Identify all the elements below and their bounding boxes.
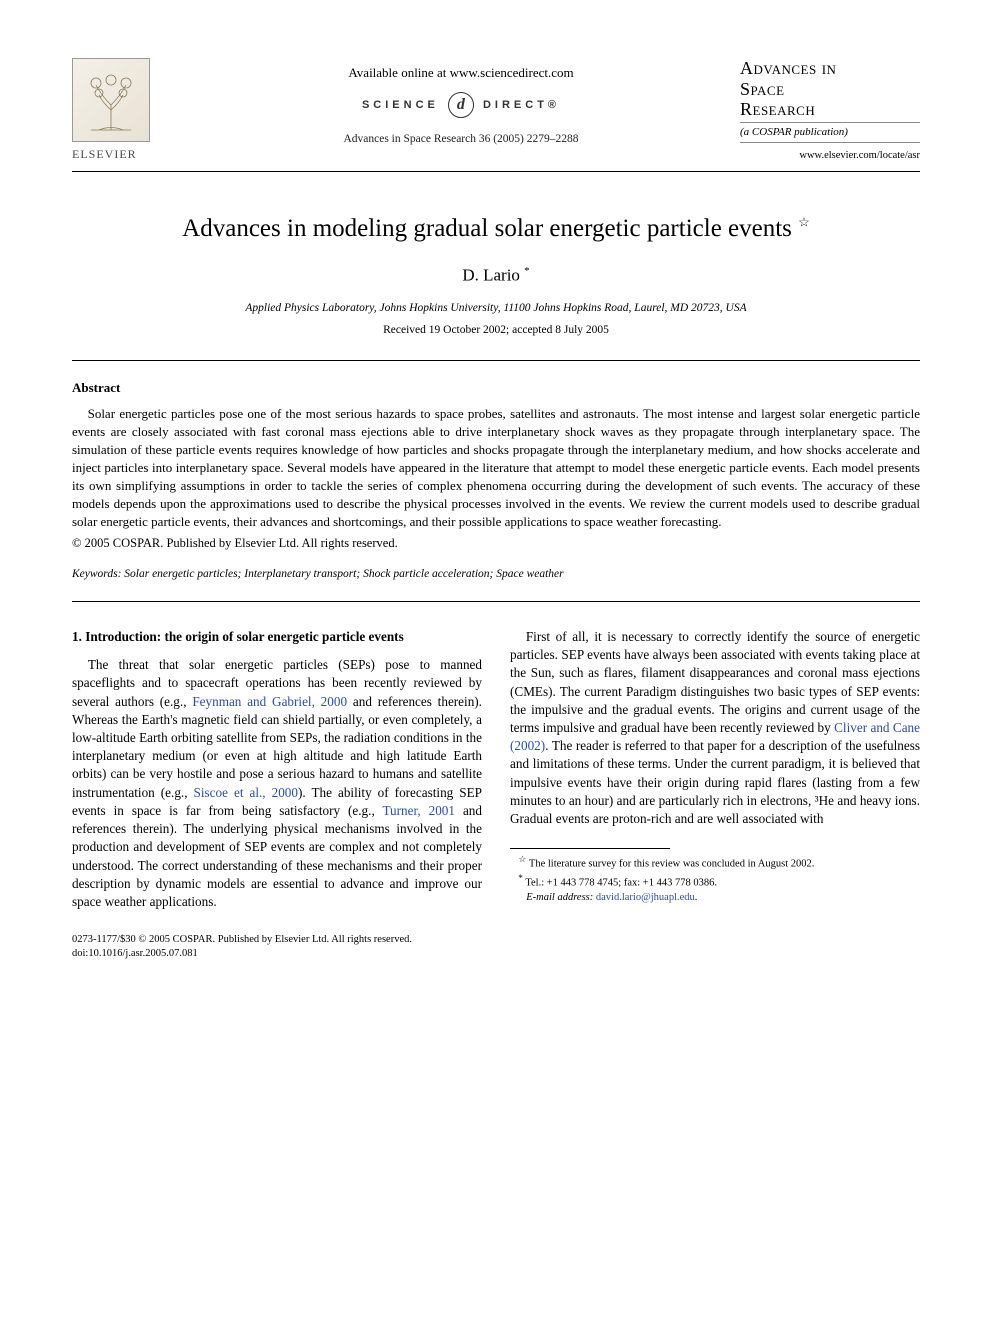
page-footer-meta: 0273-1177/$30 © 2005 COSPAR. Published b… (72, 933, 920, 960)
affiliation: Applied Physics Laboratory, Johns Hopkin… (72, 301, 920, 317)
section-1-para-1: The threat that solar energetic particle… (72, 656, 482, 911)
journal-title-line1: Advances in (740, 58, 836, 78)
mid-rule-1 (72, 360, 920, 361)
footnote-2-text: Tel.: +1 443 778 4745; fax: +1 443 778 0… (523, 878, 717, 889)
journal-title-line3: Research (740, 99, 815, 119)
email-label: E-mail address: (526, 892, 593, 903)
journal-url: www.elsevier.com/locate/asr (740, 149, 920, 163)
article-title: Advances in modeling gradual solar energ… (72, 212, 920, 246)
center-header: Available online at www.sciencedirect.co… (182, 58, 740, 147)
elsevier-tree-icon (72, 58, 150, 142)
journal-title-block: Advances in Space Research (a COSPAR pub… (740, 58, 920, 163)
citation-link[interactable]: Feynman and Gabriel, 2000 (192, 694, 347, 709)
citation-link[interactable]: Siscoe et al., 2000 (194, 785, 298, 800)
citation-link[interactable]: Turner, 2001 (382, 803, 455, 818)
author-name: D. Lario (462, 265, 520, 284)
abstract-paragraph: Solar energetic particles pose one of th… (72, 405, 920, 531)
footnote-1-text: The literature survey for this review wa… (526, 859, 814, 870)
sd-text-right: DIRECT® (483, 98, 560, 110)
journal-subtitle: (a COSPAR publication) (740, 122, 920, 143)
article-title-text: Advances in modeling gradual solar energ… (182, 215, 792, 242)
body-text: . The reader is referred to that paper f… (510, 738, 920, 826)
sd-d-icon: d (448, 92, 474, 118)
journal-title-line2: Space (740, 79, 785, 99)
keywords-line: Keywords: Solar energetic particles; Int… (72, 567, 920, 583)
author-email-link[interactable]: david.lario@jhuapl.edu (596, 892, 695, 903)
footnote-period: . (695, 892, 698, 903)
keywords-label: Keywords: (72, 568, 121, 580)
author-asterisk-icon: * (524, 265, 530, 277)
publisher-block: ELSEVIER (72, 58, 182, 162)
body-text: and references therein). The underlying … (72, 803, 482, 909)
mid-rule-2 (72, 601, 920, 602)
keywords-text: Solar energetic particles; Interplanetar… (121, 568, 563, 580)
journal-title: Advances in Space Research (740, 58, 920, 120)
title-footnote-star-icon: ☆ (798, 215, 810, 230)
footnote-block: ☆ The literature survey for this review … (510, 848, 920, 905)
sd-text-left: SCIENCE (362, 98, 439, 110)
author-line: D. Lario * (72, 264, 920, 288)
page-header: ELSEVIER Available online at www.science… (72, 58, 920, 163)
footer-copyright: 0273-1177/$30 © 2005 COSPAR. Published b… (72, 933, 920, 947)
article-dates: Received 19 October 2002; accepted 8 Jul… (72, 323, 920, 339)
section-1-para-2: First of all, it is necessary to correct… (510, 628, 920, 828)
footer-doi: doi:10.1016/j.asr.2005.07.081 (72, 947, 920, 961)
available-online-text: Available online at www.sciencedirect.co… (182, 64, 740, 82)
footnote-3: E-mail address: david.lario@jhuapl.edu. (510, 891, 920, 905)
top-rule (72, 171, 920, 172)
journal-reference: Advances in Space Research 36 (2005) 227… (182, 132, 740, 148)
sciencedirect-logo: SCIENCE d DIRECT® (182, 92, 740, 118)
abstract-body: Solar energetic particles pose one of th… (72, 405, 920, 531)
body-columns: 1. Introduction: the origin of solar ene… (72, 628, 920, 911)
abstract-heading: Abstract (72, 379, 920, 397)
abstract-copyright: © 2005 COSPAR. Published by Elsevier Ltd… (72, 535, 920, 552)
footnote-1: ☆ The literature survey for this review … (510, 853, 920, 872)
footnote-2: * Tel.: +1 443 778 4745; fax: +1 443 778… (510, 872, 920, 891)
publisher-name: ELSEVIER (72, 146, 182, 162)
section-1-heading: 1. Introduction: the origin of solar ene… (72, 628, 482, 646)
